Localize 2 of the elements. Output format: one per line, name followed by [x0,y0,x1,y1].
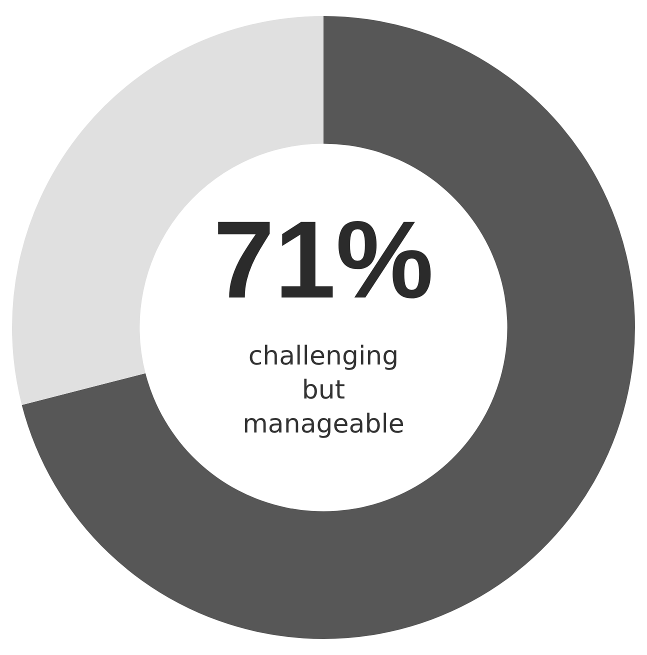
data-label: 71% [213,198,434,322]
slice-label: challenging but manageable [242,341,404,440]
